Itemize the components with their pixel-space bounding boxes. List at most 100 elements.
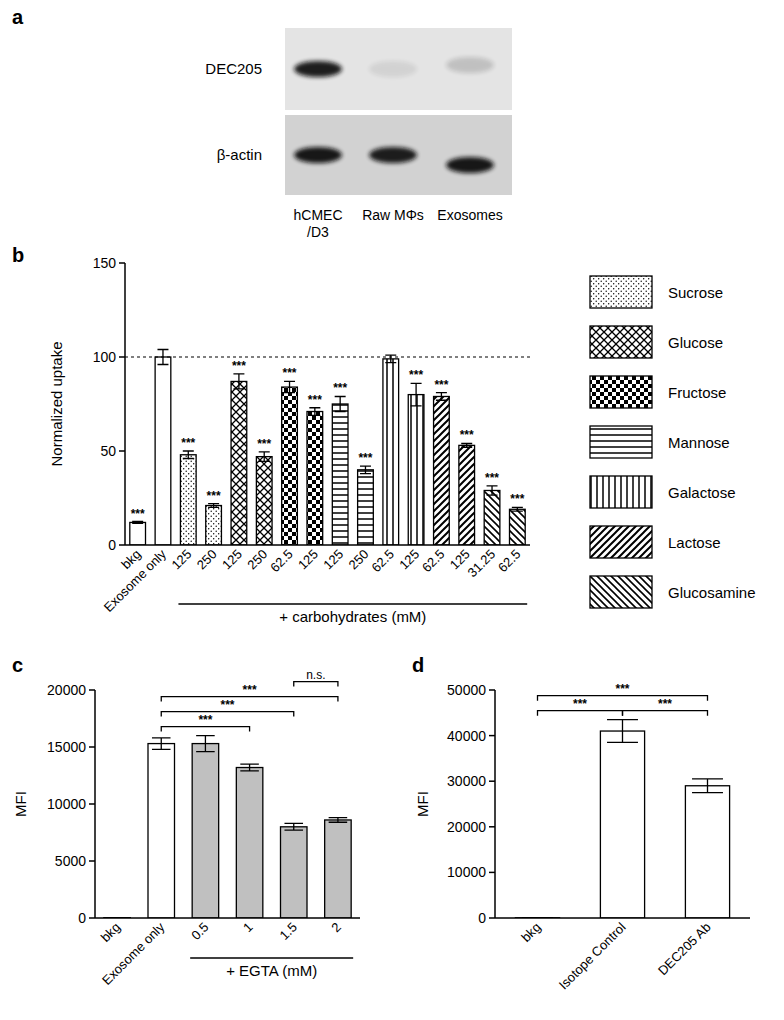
significance: *** <box>207 489 221 503</box>
legend-label: Galactose <box>668 484 736 501</box>
y-tick-label: 100 <box>93 349 117 365</box>
error-bar <box>233 374 244 389</box>
comparison-bracket <box>161 697 338 702</box>
lane-label: Raw MΦs <box>362 207 424 223</box>
row-label: β-actin <box>217 146 262 163</box>
y-tick-label: 15000 <box>47 739 86 755</box>
y-tick <box>489 735 495 737</box>
bar <box>206 506 222 545</box>
blot-band <box>369 61 417 77</box>
legend-swatch <box>590 526 652 558</box>
error-bar <box>259 452 270 461</box>
error-bar <box>487 486 498 495</box>
bar <box>130 522 146 545</box>
legend-swatch <box>590 576 652 608</box>
category-label: 125 <box>295 547 321 573</box>
significance: *** <box>333 381 347 395</box>
error-bar <box>284 823 303 830</box>
error-bar <box>512 507 523 511</box>
bar <box>408 395 424 545</box>
category-label: 250 <box>346 547 372 573</box>
legend-swatch <box>590 476 652 508</box>
group-line <box>190 957 353 959</box>
bar <box>484 490 500 545</box>
comparison-bracket <box>538 696 708 701</box>
panel-label: c <box>12 654 23 676</box>
error-bar <box>183 451 194 459</box>
y-tick <box>119 262 125 264</box>
error-bar <box>208 504 219 508</box>
legend-label: Fructose <box>668 384 726 401</box>
category-label: 1.5 <box>276 920 299 943</box>
y-tick-label: 20000 <box>447 819 486 835</box>
figure: abcdDEC205β-actinhCMEC/D3Raw MΦsExosomes… <box>0 0 784 1020</box>
legend-swatch <box>590 326 652 358</box>
y-axis <box>124 263 126 545</box>
legend-swatch <box>590 426 652 458</box>
category-label: 125 <box>168 547 194 573</box>
blot-band <box>446 157 494 173</box>
category-label: 125 <box>219 547 245 573</box>
significance: *** <box>485 471 499 485</box>
category-label: 62.5 <box>495 547 524 576</box>
y-tick <box>89 860 95 862</box>
legend-swatch <box>590 376 652 408</box>
error-bar <box>436 393 447 401</box>
y-tick <box>89 917 95 919</box>
legend-label: Glucosamine <box>668 584 756 601</box>
x-axis <box>125 544 530 546</box>
category-label: DEC205 Ab <box>655 920 714 979</box>
y-axis <box>494 690 496 918</box>
y-tick <box>119 450 125 452</box>
category-label: 62.5 <box>267 547 296 576</box>
comparison-bracket <box>161 727 249 732</box>
bar <box>180 455 196 545</box>
error-bar <box>309 408 320 416</box>
category-label: 125 <box>320 547 346 573</box>
y-tick-label: 20000 <box>47 682 86 698</box>
y-tick-label: 10000 <box>47 796 86 812</box>
blot-band <box>446 57 494 73</box>
legend-label: Lactose <box>668 534 721 551</box>
error-bar <box>385 355 396 363</box>
category-label: 1 <box>240 920 256 936</box>
y-axis-label: MFI <box>414 791 431 817</box>
y-tick-label: 50000 <box>447 682 486 698</box>
category-label: 250 <box>244 547 270 573</box>
panel-label: d <box>412 654 424 676</box>
blot-strip <box>285 115 512 195</box>
plot-area <box>515 720 729 918</box>
significance: *** <box>181 436 195 450</box>
y-tick-label: 50 <box>100 443 116 459</box>
bar <box>685 786 729 918</box>
y-tick <box>89 689 95 691</box>
y-tick <box>119 356 125 358</box>
bar <box>383 359 399 545</box>
category-label: 250 <box>194 547 220 573</box>
category-label: Exosome only <box>101 546 170 615</box>
error-bar <box>152 738 171 749</box>
y-tick-label: 5000 <box>55 853 86 869</box>
bar <box>155 357 171 545</box>
error-bar <box>196 736 215 752</box>
category-label: Exosome only <box>99 919 168 988</box>
error-bar <box>461 443 472 447</box>
comparison-bracket <box>623 711 708 716</box>
comparison-bracket <box>294 682 338 687</box>
error-bar <box>360 466 371 474</box>
bar <box>358 470 374 545</box>
comparison-bracket <box>538 711 623 716</box>
comparison-label: *** <box>658 697 672 711</box>
significance: *** <box>308 393 322 407</box>
bar <box>509 509 525 545</box>
y-tick <box>489 872 495 874</box>
error-bar <box>607 720 638 743</box>
y-tick-label: 0 <box>108 537 116 553</box>
category-label: 2 <box>328 920 344 936</box>
comparison-label: n.s. <box>306 668 325 682</box>
category-label: 0.5 <box>188 920 211 943</box>
error-bar <box>132 522 143 524</box>
comparison-label: *** <box>198 713 212 727</box>
plot-area <box>125 349 530 545</box>
significance: *** <box>131 507 145 521</box>
